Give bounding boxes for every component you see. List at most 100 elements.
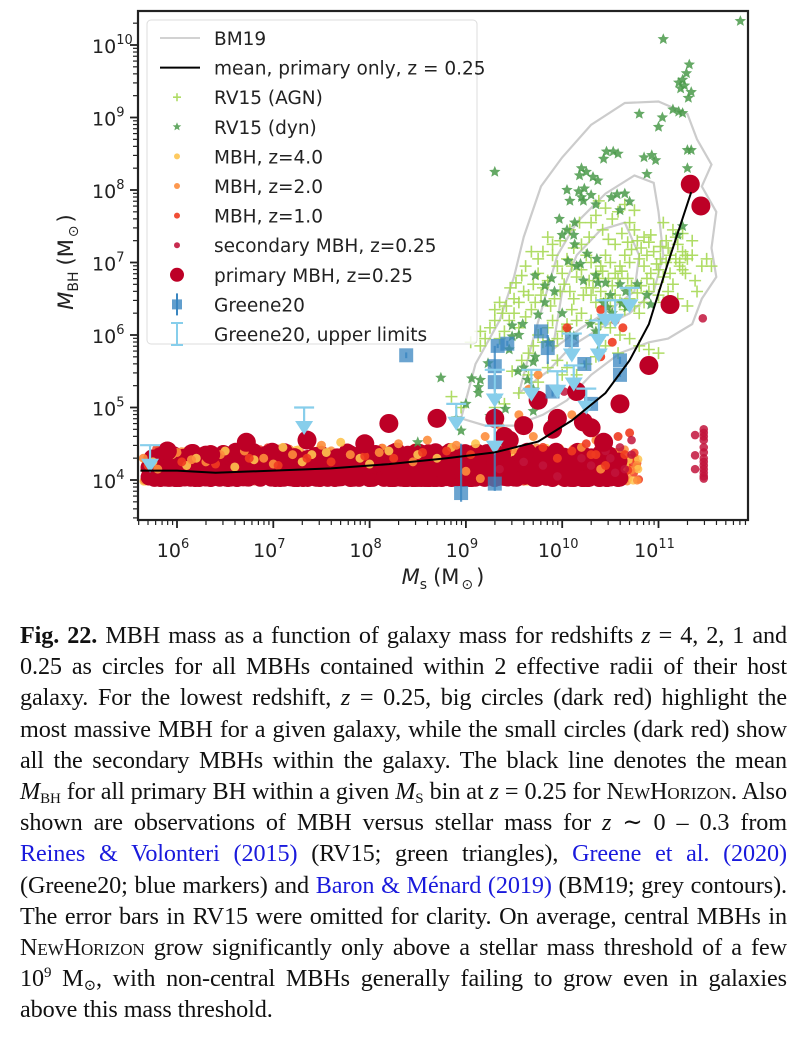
rv15-dyn-point <box>532 308 544 320</box>
data-points <box>138 15 747 502</box>
primary-mbh-dense-dot <box>437 469 455 487</box>
legend-label: Greene20, upper limits <box>214 325 427 346</box>
rv15-agn-point <box>570 271 583 283</box>
caption-text: , with non-central MBHs generally failin… <box>20 965 787 1024</box>
secondary-mbh-point <box>699 474 709 483</box>
primary-mbh-dense-dot <box>579 469 597 487</box>
rv15-agn-point <box>618 249 631 262</box>
rv15-agn-point <box>546 314 559 327</box>
greene20-square <box>534 324 549 339</box>
rv15-agn-point <box>606 213 619 225</box>
caption-text: (Greene20; blue markers) and <box>20 871 316 899</box>
mbh-point <box>601 461 611 470</box>
rv15-agn-point <box>666 223 679 236</box>
rv15-agn-point <box>664 267 677 280</box>
rv15-agn-point <box>488 314 501 327</box>
greene20-point <box>577 357 592 371</box>
greene20-square <box>500 336 515 351</box>
rv15-dyn-point <box>607 145 619 157</box>
greene20-upper-limit <box>561 332 582 363</box>
rv15-agn-point <box>479 332 492 345</box>
rv15-agn-point <box>551 260 564 273</box>
rv15-agn-point <box>660 234 673 247</box>
mbh-point <box>345 450 355 460</box>
mbh-point <box>586 450 596 460</box>
secondary-mbh-point <box>610 468 620 478</box>
greene20-upper-limit <box>484 424 505 455</box>
upper-limit-arrow <box>485 393 504 408</box>
rv15-dyn-point <box>590 269 602 281</box>
mean-line-layer <box>140 191 693 474</box>
rv15-agn-point <box>525 245 538 258</box>
rv15-agn-point <box>623 256 636 269</box>
mbh-point <box>153 464 163 474</box>
rv15-agn-point <box>647 245 660 258</box>
greene20-point <box>399 348 414 363</box>
rv15-dyn-point <box>412 436 424 448</box>
primary-mbh-dense-dot <box>379 458 397 476</box>
legend-entry: Greene20 <box>172 293 305 316</box>
bm19-contour-2 <box>551 221 641 353</box>
citation-link-reines-volonteri[interactable]: Reines & Volonteri (2015) <box>20 840 298 868</box>
mbh-point <box>273 461 283 470</box>
rv15-dyn-point <box>646 149 658 161</box>
mbh-point <box>384 446 394 456</box>
secondary-mbh-point <box>586 461 596 470</box>
upper-limit-arrow <box>447 416 466 431</box>
rv15-dyn-point <box>604 289 617 300</box>
citation-link-baron-menard[interactable]: Baron & Ménard (2019) <box>315 871 552 899</box>
rv15-agn-point <box>657 216 670 229</box>
rv15-dyn-point <box>474 373 487 385</box>
rv15-dyn-point <box>556 229 568 240</box>
legend-entry: MBH, z=1.0 <box>174 207 323 228</box>
rv15-dyn-point <box>585 189 597 200</box>
rv15-dyn-point <box>597 152 610 164</box>
secondary-mbh-point <box>690 464 700 474</box>
y-tick-label: 107 <box>92 251 124 276</box>
rv15-agn-point <box>577 289 590 302</box>
mbh-point <box>302 453 312 463</box>
legend-star-swatch <box>172 122 182 131</box>
greene20-square <box>487 476 502 491</box>
primary-mbh-point <box>660 295 680 315</box>
secondary-mbh-point <box>519 457 528 467</box>
figure-label: Fig. 22. <box>20 622 98 649</box>
x-tick-label: 107 <box>253 537 285 562</box>
rv15-dyn-point <box>614 204 626 216</box>
legend-entry: MBH, z=4.0 <box>174 147 323 168</box>
rv15-agn-point <box>615 227 628 240</box>
rv15-dyn-point <box>734 15 747 26</box>
secondary-mbh-point <box>627 450 636 459</box>
rv15-dyn-point <box>561 223 573 235</box>
rv15-agn-point <box>496 307 509 320</box>
rv15-agn-point <box>515 354 528 367</box>
mbh-point <box>288 450 298 460</box>
rv15-agn-point <box>689 274 702 287</box>
rv15-agn-point <box>493 296 506 309</box>
x-axis-label: Ms (M ⊙) <box>402 565 485 593</box>
rv15-agn-point <box>647 278 660 291</box>
greene20-upper-limit <box>484 368 505 408</box>
primary-mbh-point <box>379 413 399 433</box>
mbh-point <box>567 446 577 456</box>
secondary-mbh-point <box>699 435 709 445</box>
rv15-dyn-point <box>577 274 590 286</box>
caption-text: (BM19; grey contours). The error bars in… <box>20 871 787 930</box>
legend-bigdot-swatch <box>170 267 184 282</box>
rv15-agn-point <box>623 332 636 345</box>
mbh-dense-dot <box>633 464 643 474</box>
legend-square-swatch <box>172 299 182 310</box>
greene20-point <box>612 353 627 368</box>
caption-math: z <box>602 809 612 837</box>
mbh-point <box>461 466 471 476</box>
figure-chart: 106 107 108 109 1010 1011 1041051061071081091… <box>54 9 750 593</box>
simulation-name: NewHorizon <box>606 778 732 806</box>
rv15-dyn-point <box>612 147 624 159</box>
rv15-dyn-point <box>638 151 650 163</box>
rv15-agn-point <box>567 292 580 305</box>
rv15-dyn-point <box>527 355 539 367</box>
rv15-agn-point <box>517 285 530 298</box>
caption-math-sub: S <box>415 791 424 808</box>
citation-link-greene[interactable]: Greene et al. (2020) <box>572 840 787 868</box>
upper-limit-arrow <box>295 421 314 436</box>
